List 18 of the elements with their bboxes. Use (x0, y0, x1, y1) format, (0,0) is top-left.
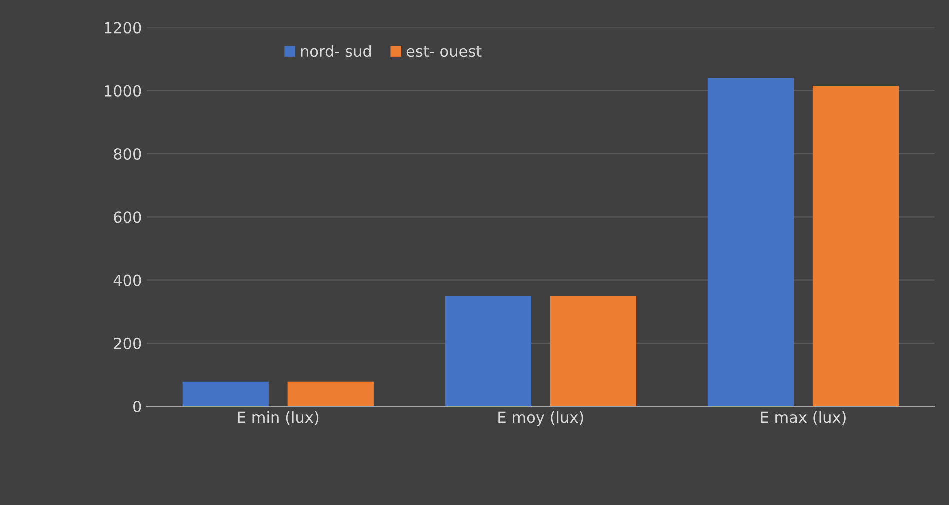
bar (812, 86, 900, 407)
bar (550, 296, 636, 407)
legend-label: est- ouest (406, 46, 482, 58)
bar (445, 296, 532, 407)
legend-label: nord- sud (301, 45, 372, 58)
x-tick-label: E moy (lux) (498, 411, 584, 426)
y-tick-label: 1000 (105, 85, 142, 97)
bar (288, 382, 374, 407)
x-tick-label: E max (lux) (761, 411, 846, 426)
y-tick-label: 400 (114, 274, 142, 286)
x-tick-label: E min (lux) (238, 411, 319, 426)
y-tick-label: 0 (134, 400, 142, 413)
y-tick-label: 1200 (105, 22, 142, 34)
y-tick-label: 200 (114, 338, 142, 350)
bar (708, 78, 794, 407)
bar (182, 382, 269, 407)
y-tick-label: 800 (114, 148, 142, 160)
y-tick-label: 600 (114, 212, 142, 224)
